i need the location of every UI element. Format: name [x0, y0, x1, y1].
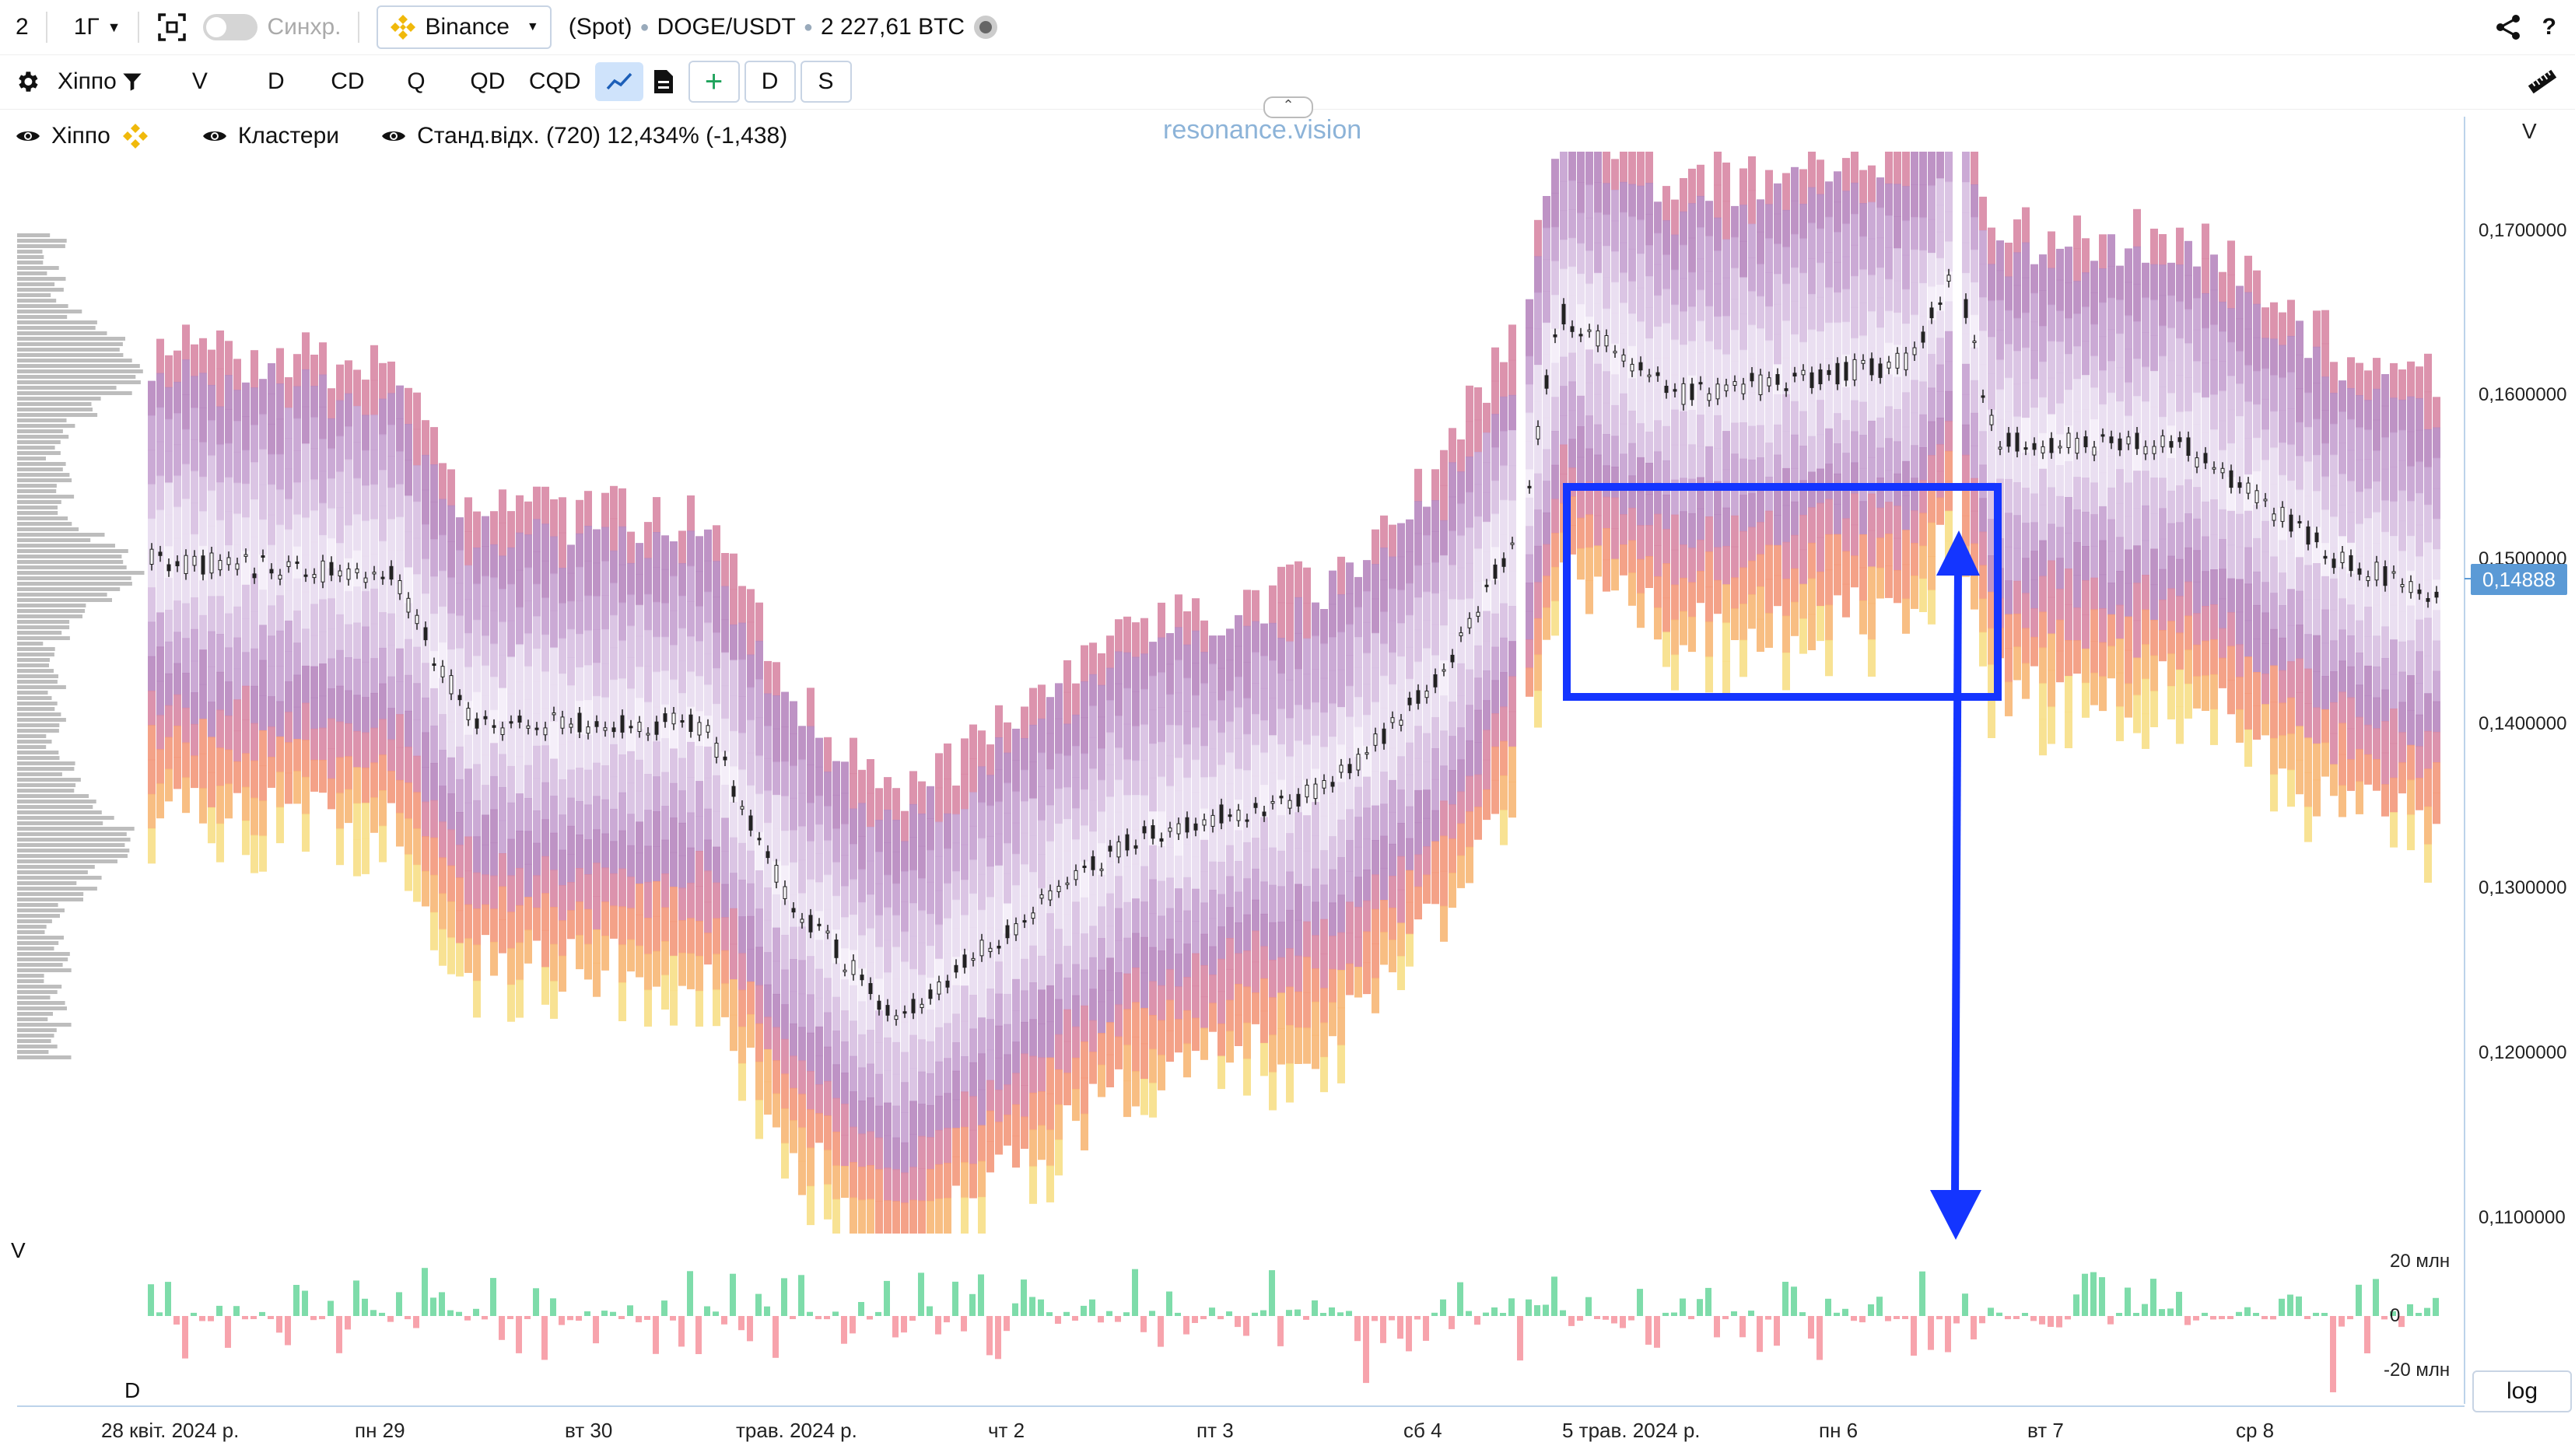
divider: [45, 12, 47, 43]
chevron-down-icon: ▼: [107, 19, 121, 35]
top-toolbar: 2 1Г ▼ Синхр. Binance ▼ (Spot) ● DOGE/US…: [0, 0, 2575, 55]
log-scale-button[interactable]: log: [2472, 1370, 2572, 1412]
mode-label: D: [268, 68, 285, 94]
mode-button-qd[interactable]: QD: [464, 62, 512, 101]
time-label: сб 4: [1403, 1419, 1442, 1442]
eye-icon[interactable]: [381, 128, 406, 144]
eye-icon[interactable]: [16, 128, 40, 144]
divider: [138, 12, 140, 43]
time-label: пт 3: [1196, 1419, 1234, 1442]
s-button[interactable]: S: [800, 61, 852, 103]
mode-label: CD: [331, 68, 365, 94]
share-icon[interactable]: [2494, 13, 2522, 41]
price-label: 0,1400000: [2479, 713, 2567, 734]
status-dot-icon: [974, 16, 998, 39]
divider: [358, 12, 360, 43]
market-label: (Spot): [568, 14, 632, 40]
annotation-arrow-down: [1930, 1190, 1981, 1240]
mode-button-v[interactable]: V: [176, 62, 224, 101]
current-price-badge: 0,14888: [2471, 564, 2567, 595]
mode-button-cqd[interactable]: CQD: [524, 62, 586, 101]
symbol-label[interactable]: DOGE/USDT: [657, 14, 796, 40]
indicator-name[interactable]: Хіппо: [58, 68, 117, 94]
cluster-columns: [148, 152, 2440, 1234]
volume-label: 2 227,61 BTC: [820, 14, 965, 40]
document-icon[interactable]: [653, 68, 674, 95]
mode-label: V: [191, 68, 208, 94]
mode-label: Q: [407, 68, 426, 94]
ruler-icon[interactable]: [2527, 66, 2558, 97]
exchange-select[interactable]: Binance ▼: [377, 5, 552, 49]
volume-axis-label: 0: [2390, 1305, 2401, 1326]
volume-profile: [17, 233, 145, 1059]
dot-icon: ●: [639, 18, 650, 36]
time-label: 5 трав. 2024 р.: [1562, 1419, 1701, 1442]
legend-item-clusters: Кластери: [237, 123, 340, 149]
price-label: 0,1100000: [2479, 1207, 2566, 1228]
volume-axis-label: 20 млн: [2390, 1251, 2451, 1272]
layout-number[interactable]: 2: [16, 14, 29, 40]
dot-icon: ●: [803, 18, 813, 36]
mode-button-cd[interactable]: CD: [324, 62, 372, 101]
line-chart-button[interactable]: [594, 62, 643, 101]
sync-label: Синхр.: [267, 14, 342, 40]
price-label: 0,1300000: [2479, 877, 2567, 898]
chevron-down-icon: ▼: [526, 20, 539, 33]
delta-volume-bars: [148, 1268, 2439, 1393]
d-button[interactable]: D: [744, 61, 796, 103]
time-label: ср 8: [2236, 1419, 2275, 1442]
volume-panel-label-v: V: [11, 1238, 26, 1262]
price-label: 0,1600000: [2479, 384, 2567, 405]
exchange-label: Binance: [425, 14, 510, 40]
time-label: вт 30: [565, 1419, 613, 1442]
collapse-panel-button[interactable]: ⌃: [1263, 96, 1313, 118]
annotation-rectangle: [1563, 483, 2002, 701]
timeframe-select[interactable]: 1Г ▼: [74, 14, 121, 40]
time-label: 28 квіт. 2024 р.: [101, 1419, 240, 1442]
volume-panel-label-d: D: [124, 1378, 141, 1402]
binance-logo-icon: [122, 124, 148, 149]
time-label: трав. 2024 р.: [736, 1419, 857, 1442]
d-label: D: [761, 68, 779, 94]
annotation-arrow-line: [1951, 567, 1962, 1199]
screenshot-icon[interactable]: [156, 12, 187, 43]
timeframe-label: 1Г: [73, 14, 100, 40]
time-label: чт 2: [988, 1419, 1025, 1442]
gear-icon[interactable]: [14, 68, 40, 95]
help-icon[interactable]: ?: [2542, 14, 2556, 40]
s-label: S: [818, 68, 834, 94]
volume-axis-label: -20 млн: [2384, 1360, 2451, 1381]
mode-button-q[interactable]: Q: [392, 62, 440, 101]
price-axis-header: V: [2522, 119, 2537, 143]
sync-toggle[interactable]: [203, 14, 258, 40]
legend-item-hippo: Хіппо: [51, 123, 110, 149]
time-label: пн 29: [355, 1419, 405, 1442]
mode-button-d[interactable]: D: [252, 62, 300, 101]
annotation-arrow-up: [1936, 530, 1980, 576]
eye-icon[interactable]: [202, 128, 227, 144]
price-label: 0,1700000: [2479, 220, 2567, 241]
filter-icon[interactable]: [121, 71, 143, 93]
mode-label: CQD: [528, 68, 581, 94]
time-label: вт 7: [2027, 1419, 2064, 1442]
watermark: resonance.vision: [1163, 115, 1362, 145]
price-label: 0,1200000: [2479, 1042, 2567, 1063]
plus-icon: +: [704, 64, 723, 99]
candles: [149, 268, 2439, 1026]
binance-logo-icon: [391, 15, 416, 40]
legend-item-stddev: Станд.відх. (720) 12,434% (-1,438): [417, 123, 788, 149]
mode-label: QD: [470, 68, 506, 94]
legend-row: Хіппо Кластери Станд.відх. (720) 12,434%…: [16, 117, 787, 156]
line-chart-icon: [606, 72, 632, 90]
add-indicator-button[interactable]: +: [688, 61, 740, 103]
time-label: пн 6: [1819, 1419, 1859, 1442]
